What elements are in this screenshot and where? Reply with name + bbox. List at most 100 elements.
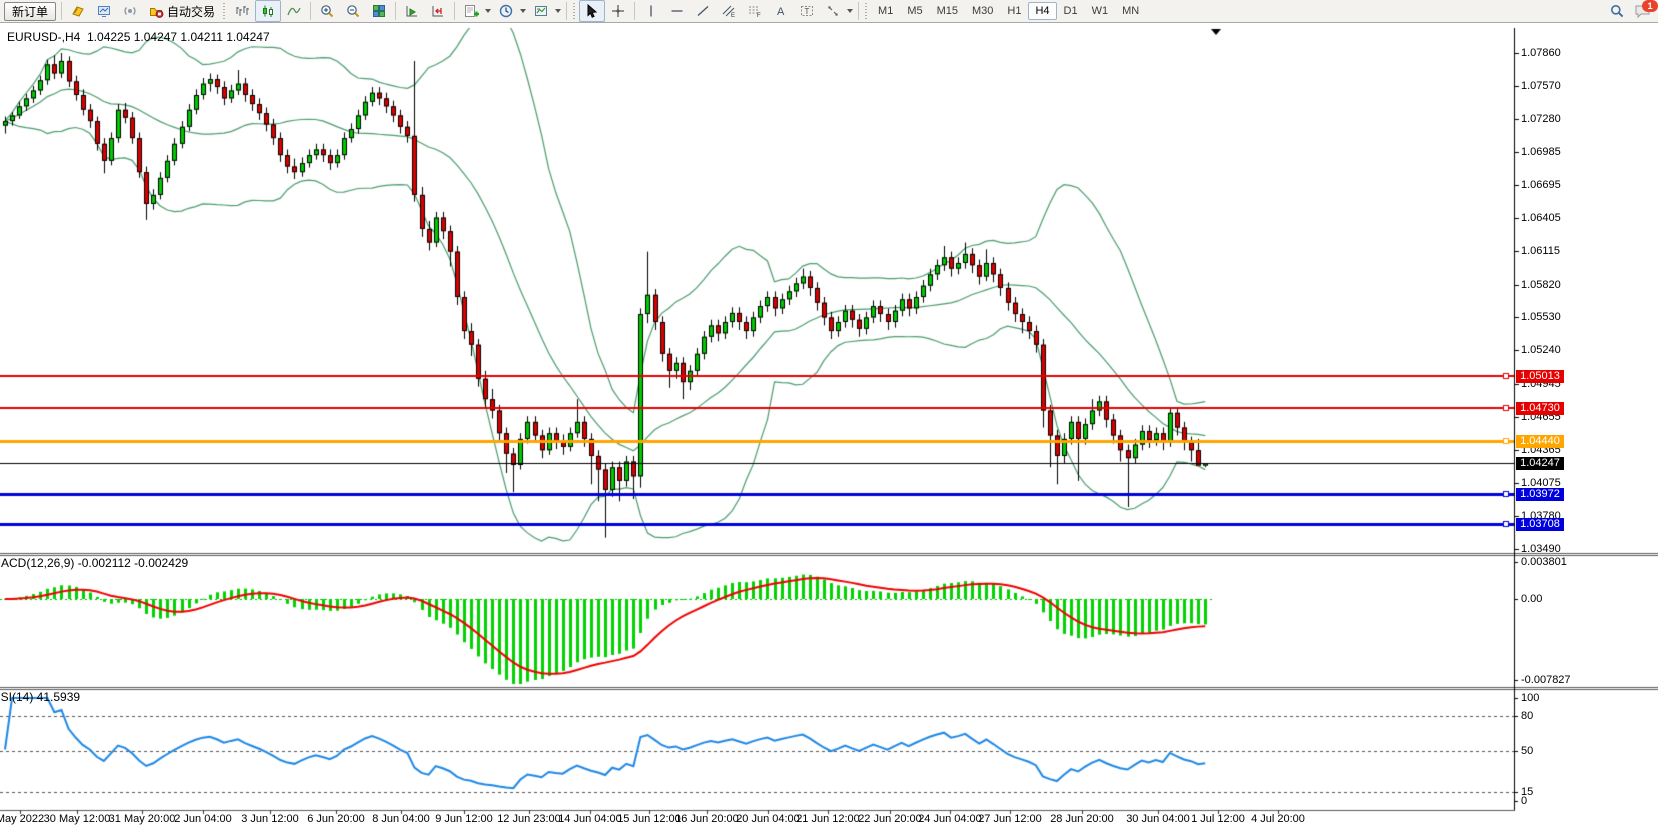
time-axis-label[interactable]: 2 Jun 04:00 [174, 813, 232, 825]
timeframe-w1[interactable]: W1 [1091, 5, 1109, 17]
toolbar-grip [223, 3, 227, 19]
candlestick-chart-button[interactable] [255, 0, 282, 22]
auto-scroll-icon [406, 6, 418, 17]
rsi-axis-label: 0 [1521, 795, 1528, 807]
price-level-badge[interactable]: 1.03708 [1516, 518, 1564, 532]
trendline-icon [697, 6, 709, 16]
time-axis-label[interactable]: 24 Jun 04:00 [918, 813, 982, 825]
zoom-in-button[interactable] [314, 0, 340, 22]
timeframe-m30[interactable]: M30 [972, 5, 994, 17]
candlestick-chart-icon [263, 5, 274, 17]
time-axis-label[interactable]: 28 Jun 20:00 [1050, 813, 1114, 825]
time-axis-label[interactable]: 9 Jun 12:00 [435, 813, 493, 825]
toolbar-grip [865, 3, 869, 19]
time-axis-label[interactable]: May 2022 [0, 813, 45, 825]
price-level-badge[interactable]: 1.04247 [1516, 457, 1564, 471]
time-axis-label[interactable]: 30 Jun 04:00 [1126, 813, 1190, 825]
time-axis-label[interactable]: 1 Jul 12:00 [1191, 813, 1245, 825]
time-axis-label[interactable]: 6 Jun 20:00 [307, 813, 365, 825]
macd-axis-label: 0.003801 [1521, 556, 1567, 568]
line-chart-button[interactable] [281, 0, 307, 22]
chart-shift-icon [432, 6, 444, 17]
time-axis-label[interactable]: 8 Jun 04:00 [372, 813, 430, 825]
arrows-caret[interactable] [847, 9, 854, 13]
templates-button[interactable] [528, 0, 554, 22]
crosshair-button[interactable] [605, 0, 631, 22]
signals-button[interactable] [117, 0, 143, 22]
price-level-badge[interactable]: 1.04730 [1516, 402, 1564, 416]
data-window-button[interactable] [91, 0, 117, 22]
templates-caret[interactable] [555, 9, 562, 13]
price-level-badge[interactable]: 1.04440 [1516, 435, 1564, 449]
fibonacci-button[interactable]: F [742, 0, 768, 22]
timeframe-h1[interactable]: H1 [1007, 5, 1022, 17]
arrows-icon [828, 6, 838, 16]
templates-icon [535, 6, 548, 16]
time-axis-label[interactable]: 22 Jun 20:00 [858, 813, 922, 825]
chat-button[interactable]: 1 [1630, 0, 1658, 21]
time-axis-label[interactable]: 21 Jun 12:00 [796, 813, 860, 825]
arrows-button[interactable] [820, 0, 846, 22]
time-axis-label[interactable]: 16 Jun 20:00 [675, 813, 739, 825]
time-axis-label[interactable]: 3 Jun 12:00 [241, 813, 299, 825]
toolbar-separator [454, 2, 456, 20]
tile-windows-button[interactable] [366, 0, 392, 22]
chart-canvas[interactable] [0, 24, 1658, 831]
cursor-button[interactable] [579, 0, 606, 22]
time-axis-label[interactable]: 20 Jun 04:00 [736, 813, 800, 825]
bar-chart-button[interactable] [229, 0, 255, 22]
rsi-axis-label: 100 [1521, 692, 1540, 704]
cursor-icon [587, 3, 598, 18]
periods-button[interactable] [493, 0, 519, 22]
time-axis-label[interactable]: 15 Jun 12:00 [617, 813, 681, 825]
line-chart-icon [287, 7, 301, 16]
price-axis-label: 1.07570 [1521, 79, 1561, 92]
autotrading-button[interactable]: 自动交易 [143, 0, 220, 22]
periods-clock-icon [499, 4, 513, 18]
price-level-badge[interactable]: 1.03972 [1516, 488, 1564, 502]
timeframe-m5[interactable]: M5 [907, 5, 923, 17]
price-axis-label: 1.05240 [1521, 344, 1561, 357]
macd-label: MACD(12,26,9) -0.002112 -0.002429 [0, 556, 189, 570]
chart-shift-button[interactable] [425, 0, 451, 22]
new-order-button[interactable]: 新订单 [4, 1, 57, 21]
vertical-line-button[interactable] [638, 0, 664, 22]
price-level-badge[interactable]: 1.05013 [1516, 370, 1564, 384]
horizontal-line-button[interactable] [664, 0, 690, 22]
search-button[interactable] [1604, 0, 1630, 22]
zoom-out-button[interactable] [340, 0, 366, 22]
add-indicator-icon [465, 5, 480, 17]
svg-text:E: E [731, 13, 735, 19]
charts-profile-icon [72, 6, 84, 17]
trendline-button[interactable] [690, 0, 716, 22]
crosshair-icon [612, 5, 625, 17]
auto-scroll-button[interactable] [399, 0, 425, 22]
charts-profile-button[interactable] [65, 0, 91, 22]
equidistant-channel-icon: E [722, 5, 735, 19]
timeframe-h4[interactable]: H4 [1028, 2, 1057, 20]
add-indicator-button[interactable] [458, 0, 484, 22]
time-axis-label[interactable]: 14 Jun 04:00 [558, 813, 622, 825]
data-window-icon [98, 6, 111, 17]
price-axis-label: 1.03490 [1521, 542, 1561, 555]
equidistant-channel-button[interactable]: E [716, 0, 742, 22]
periods-caret[interactable] [520, 9, 527, 13]
timeframe-m1[interactable]: M1 [878, 5, 894, 17]
rsi-axis-label: 80 [1521, 710, 1534, 722]
text-label-button[interactable]: T [794, 0, 820, 22]
search-icon [1611, 5, 1624, 18]
price-axis-label: 1.06695 [1521, 179, 1561, 192]
text-button[interactable]: A [768, 0, 794, 22]
time-axis-label[interactable]: 27 Jun 12:00 [978, 813, 1042, 825]
time-axis-label[interactable]: 31 May 20:00 [108, 813, 176, 825]
timeframe-d1[interactable]: D1 [1063, 5, 1078, 17]
timeframe-mn[interactable]: MN [1122, 5, 1140, 17]
svg-text:F: F [757, 13, 761, 19]
time-axis-label[interactable]: 4 Jul 20:00 [1251, 813, 1305, 825]
time-axis-label[interactable]: 30 May 12:00 [43, 813, 111, 825]
add-indicator-caret[interactable] [485, 9, 492, 13]
time-axis-label[interactable]: 12 Jun 23:00 [497, 813, 561, 825]
price-axis-label: 1.05530 [1521, 311, 1561, 324]
signals-icon [124, 7, 136, 15]
timeframe-m15[interactable]: M15 [936, 5, 958, 17]
